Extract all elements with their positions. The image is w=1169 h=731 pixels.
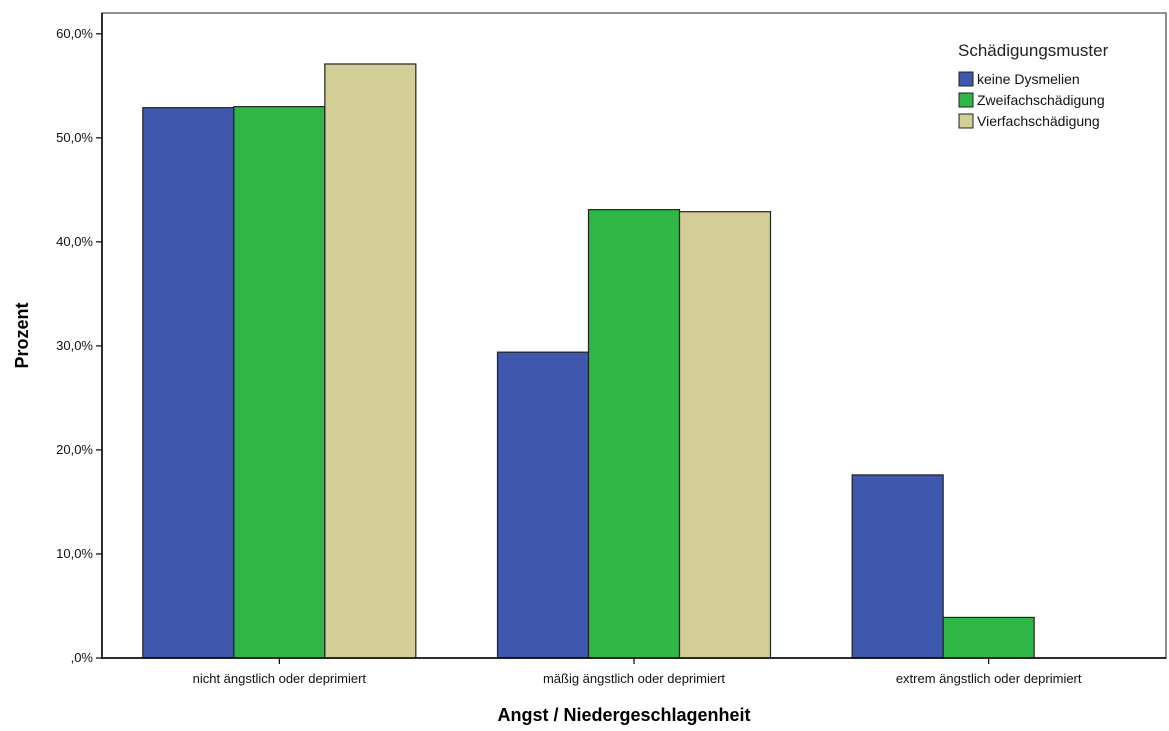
- bars-layer: [142, 63, 1035, 659]
- x-tick-label: mäßig ängstlich oder deprimiert: [543, 671, 725, 686]
- legend: Schädigungsmuster keine Dysmelien Zweifach…: [958, 41, 1109, 129]
- x-tick-label: extrem ängstlich oder deprimiert: [896, 671, 1082, 686]
- legend-title: Schädigungsmuster: [958, 41, 1109, 60]
- legend-label-1: keine Dysmelien: [977, 71, 1080, 87]
- x-tick-label: nicht ängstlich oder deprimiert: [193, 671, 367, 686]
- legend-swatch-1: [958, 71, 974, 87]
- bar-2-1: [233, 106, 326, 659]
- bar-3-2: [678, 211, 772, 659]
- y-tick-label: 10,0%: [56, 546, 93, 561]
- legend-swatch-2: [958, 92, 974, 108]
- y-tick-label: 50,0%: [56, 130, 93, 145]
- y-tick-label: 30,0%: [56, 338, 93, 353]
- bar-1-3: [851, 474, 944, 659]
- x-axis-title: Angst / Niedergeschlagenheit: [497, 705, 750, 725]
- bar-1-2: [496, 351, 590, 659]
- y-axis-title: Prozent: [12, 302, 32, 368]
- legend-label-2: Zweifachschädigung: [977, 92, 1105, 108]
- legend-label-3: Vierfachschädigung: [977, 113, 1100, 129]
- legend-swatch-3: [958, 113, 974, 129]
- y-tick-label: 60,0%: [56, 26, 93, 41]
- bar-2-2: [587, 209, 681, 659]
- bar-3-1: [324, 63, 417, 659]
- bar-1-1: [142, 107, 235, 659]
- bar-2-3: [942, 616, 1035, 659]
- y-tick-label: ,0%: [71, 650, 94, 665]
- y-tick-label: 20,0%: [56, 442, 93, 457]
- y-tick-label: 40,0%: [56, 234, 93, 249]
- axis-layer: ,0% 10,0% 20,0% 30,0% 40,0% 50,0% 60,0% nicht ä…: [12, 13, 1166, 725]
